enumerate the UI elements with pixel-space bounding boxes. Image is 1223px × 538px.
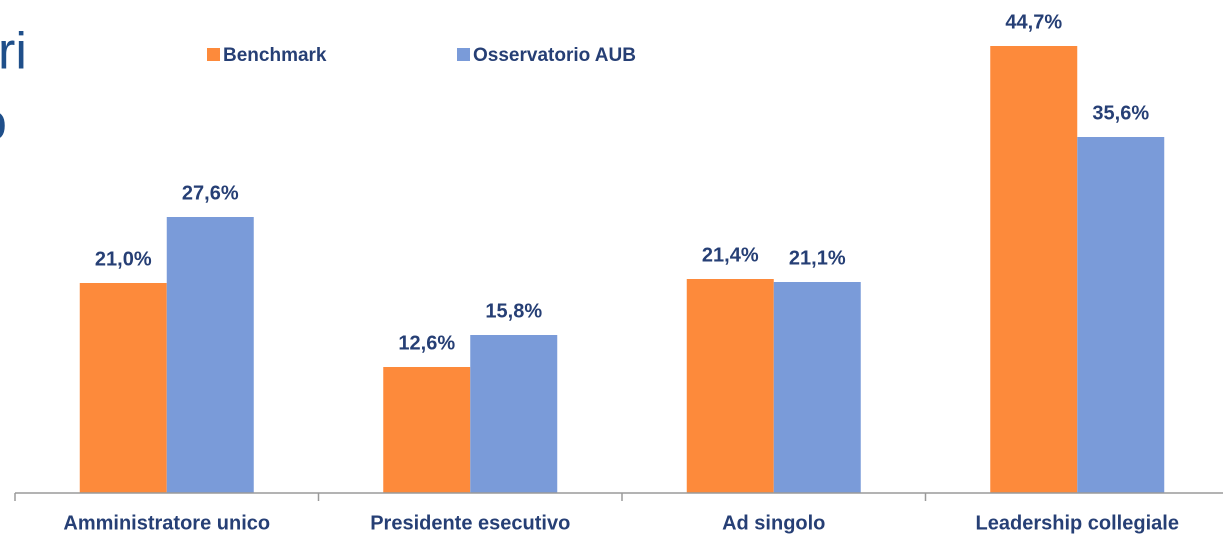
value-label: 35,6% [1092,102,1149,124]
legend-swatch [457,48,470,61]
title-fragment: ri [0,23,27,81]
bar [383,367,471,493]
value-label: 21,0% [95,248,152,270]
bar [79,283,167,493]
title-fragment: o [0,94,7,152]
bar [470,335,558,493]
bar [773,282,861,493]
bar [686,279,774,493]
x-tick-label: Leadership collegiale [976,512,1179,534]
value-label: 21,4% [702,244,759,266]
legend-label: Osservatorio AUB [473,45,636,66]
value-label: 12,6% [398,332,455,354]
value-label: 21,1% [789,247,846,269]
value-label: 27,6% [182,182,239,204]
value-label: 44,7% [1005,11,1062,33]
bar [166,217,254,493]
x-tick-label: Presidente esecutivo [370,512,570,534]
value-label: 15,8% [485,300,542,322]
legend-swatch [207,48,220,61]
legend-label: Benchmark [223,45,327,66]
x-tick-label: Ad singolo [722,512,825,534]
x-tick-label: Amministratore unico [63,512,270,534]
bar [990,46,1078,493]
bar [1077,137,1165,493]
